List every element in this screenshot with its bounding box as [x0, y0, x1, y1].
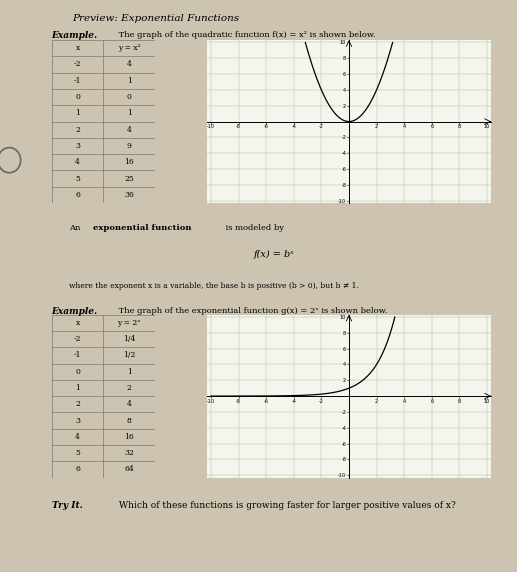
Text: -2: -2: [74, 335, 81, 343]
Text: Example.: Example.: [52, 31, 98, 41]
Text: 1/2: 1/2: [123, 351, 135, 359]
Text: y = x²: y = x²: [118, 44, 141, 52]
Text: 2: 2: [75, 400, 80, 408]
Text: 1: 1: [127, 368, 132, 376]
Text: The graph of the exponential function g(x) = 2ˣ is shown below.: The graph of the exponential function g(…: [116, 307, 388, 315]
Text: 6: 6: [75, 191, 80, 199]
Text: 5: 5: [75, 174, 80, 182]
Text: An: An: [69, 224, 83, 232]
Text: 1: 1: [127, 77, 132, 85]
Text: 25: 25: [125, 174, 134, 182]
Text: Example.: Example.: [52, 307, 98, 316]
Text: f(x) = bˣ: f(x) = bˣ: [254, 249, 294, 259]
Text: Which of these functions is growing faster for larger positive values of x?: Which of these functions is growing fast…: [116, 500, 456, 510]
Text: x: x: [75, 319, 80, 327]
Text: 16: 16: [125, 158, 134, 166]
Text: 1: 1: [75, 109, 80, 117]
Text: 3: 3: [75, 416, 80, 424]
Text: 3: 3: [75, 142, 80, 150]
Text: 64: 64: [125, 466, 134, 474]
Text: 1: 1: [127, 109, 132, 117]
Text: 4: 4: [127, 400, 132, 408]
Text: 4: 4: [75, 433, 80, 441]
Text: 9: 9: [127, 142, 132, 150]
Text: 16: 16: [125, 433, 134, 441]
Text: 4: 4: [127, 61, 132, 69]
Text: 5: 5: [75, 449, 80, 457]
Text: 36: 36: [124, 191, 134, 199]
Text: 1: 1: [75, 384, 80, 392]
Text: 0: 0: [75, 368, 80, 376]
Text: 1/4: 1/4: [123, 335, 135, 343]
Text: is modeled by: is modeled by: [223, 224, 284, 232]
Text: Preview: Exponential Functions: Preview: Exponential Functions: [72, 14, 239, 23]
Text: 32: 32: [124, 449, 134, 457]
Text: y = 2ˣ: y = 2ˣ: [117, 319, 141, 327]
Text: -1: -1: [74, 351, 81, 359]
Text: 0: 0: [75, 93, 80, 101]
Text: 4: 4: [127, 126, 132, 134]
Text: Try It.: Try It.: [52, 500, 82, 510]
Text: x: x: [75, 44, 80, 52]
Text: 4: 4: [75, 158, 80, 166]
Text: 6: 6: [75, 466, 80, 474]
Text: The graph of the quadratic function f(x) = x² is shown below.: The graph of the quadratic function f(x)…: [116, 31, 376, 39]
Text: 2: 2: [127, 384, 132, 392]
Text: 0: 0: [127, 93, 132, 101]
Text: exponential function: exponential function: [93, 224, 192, 232]
Text: -2: -2: [74, 61, 81, 69]
Text: 8: 8: [127, 416, 132, 424]
Text: 2: 2: [75, 126, 80, 134]
Text: -1: -1: [74, 77, 81, 85]
Text: where the exponent x is a variable, the base b is positive (b > 0), but b ≠ 1.: where the exponent x is a variable, the …: [69, 282, 359, 290]
